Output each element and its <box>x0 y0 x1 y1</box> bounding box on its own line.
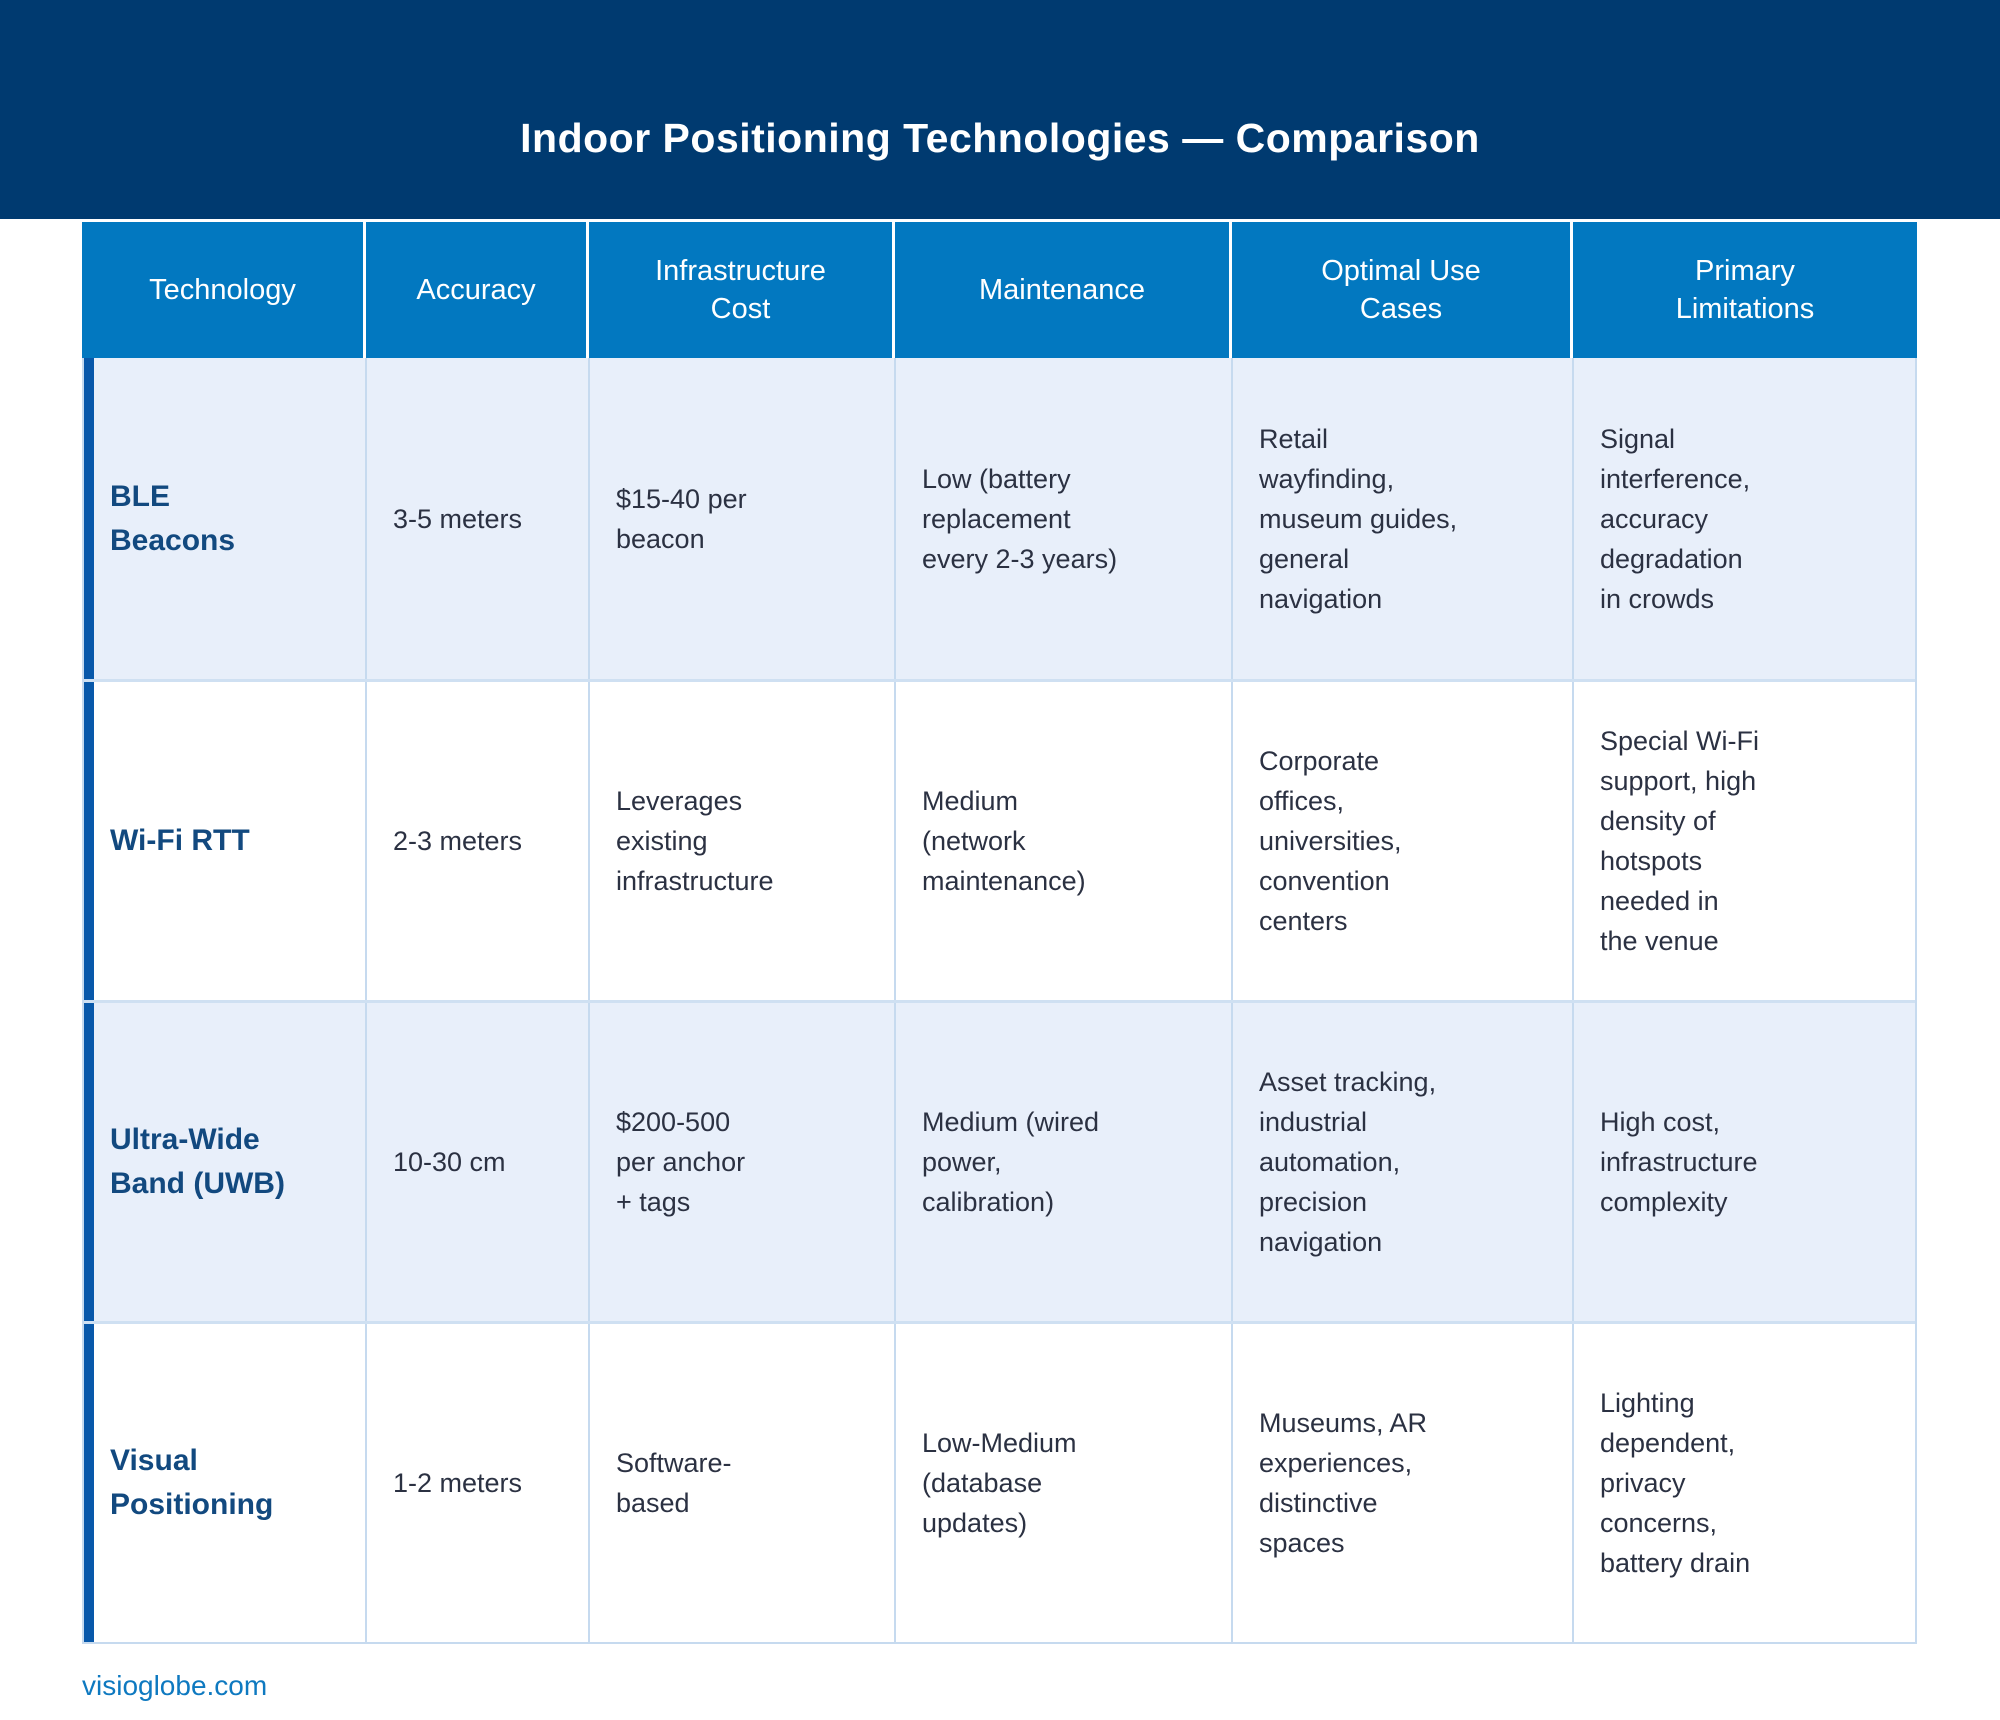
table-body: BLE Beacons 3-5 meters $15-40 per beacon… <box>82 358 1917 1644</box>
cell-infrastructure-cost: $200-500 per anchor + tags <box>588 1003 894 1321</box>
cell-technology: Visual Positioning <box>110 1444 274 1521</box>
cell-primary-limitations: Lighting dependent, privacy concerns, ba… <box>1572 1324 1915 1642</box>
row-accent-bar <box>84 1003 94 1321</box>
cell-maintenance: Low-Medium (database updates) <box>894 1324 1231 1642</box>
header-banner: Indoor Positioning Technologies — Compar… <box>0 0 2000 219</box>
cell-accuracy: 3-5 meters <box>365 358 588 679</box>
cell-technology: Wi-Fi RTT <box>110 824 250 857</box>
cell-infrastructure-cost: Leverages existing infrastructure <box>588 682 894 1000</box>
cell-maintenance: Low (battery replacement every 2-3 years… <box>894 358 1231 679</box>
cell-accuracy: 2-3 meters <box>365 682 588 1000</box>
cell-primary-limitations: High cost, infrastructure complexity <box>1572 1003 1915 1321</box>
column-header-infrastructure-cost: Infrastructure Cost <box>586 222 892 358</box>
column-header-primary-limitations: Primary Limitations <box>1570 222 1917 358</box>
cell-infrastructure-cost: $15-40 per beacon <box>588 358 894 679</box>
cell-primary-limitations: Signal interference, accuracy degradatio… <box>1572 358 1915 679</box>
table-row-uwb: Ultra-Wide Band (UWB) 10-30 cm $200-500 … <box>84 1000 1915 1321</box>
column-header-accuracy: Accuracy <box>363 222 586 358</box>
cell-technology: BLE Beacons <box>110 479 236 557</box>
cell-optimal-use-cases: Retail wayfinding, museum guides, genera… <box>1231 358 1572 679</box>
column-header-optimal-use-cases: Optimal Use Cases <box>1229 222 1570 358</box>
table-header-row: Technology Accuracy Infrastructure Cost … <box>82 222 1917 358</box>
table-row-wifi-rtt: Wi-Fi RTT 2-3 meters Leverages existing … <box>84 679 1915 1000</box>
cell-accuracy: 1-2 meters <box>365 1324 588 1642</box>
cell-maintenance: Medium (network maintenance) <box>894 682 1231 1000</box>
column-header-maintenance: Maintenance <box>892 222 1229 358</box>
row-accent-bar <box>84 1324 94 1642</box>
column-header-technology: Technology <box>149 274 296 306</box>
cell-primary-limitations: Special Wi-Fi support, high density of h… <box>1572 682 1915 1000</box>
page-title: Indoor Positioning Technologies — Compar… <box>520 115 1480 161</box>
row-accent-bar <box>84 358 94 679</box>
cell-infrastructure-cost: Software- based <box>588 1324 894 1642</box>
cell-technology: Ultra-Wide Band (UWB) <box>110 1123 285 1200</box>
cell-maintenance: Medium (wired power, calibration) <box>894 1003 1231 1321</box>
comparison-table: Technology Accuracy Infrastructure Cost … <box>82 222 1917 1644</box>
footer: visioglobe.com <box>82 1670 2000 1702</box>
cell-optimal-use-cases: Museums, AR experiences, distinctive spa… <box>1231 1324 1572 1642</box>
cell-accuracy: 10-30 cm <box>365 1003 588 1321</box>
table-row-ble-beacons: BLE Beacons 3-5 meters $15-40 per beacon… <box>84 358 1915 679</box>
row-accent-bar <box>84 682 94 1000</box>
cell-optimal-use-cases: Corporate offices, universities, convent… <box>1231 682 1572 1000</box>
table-row-visual-positioning: Visual Positioning 1-2 meters Software- … <box>84 1321 1915 1642</box>
footer-website-link[interactable]: visioglobe.com <box>82 1670 268 1701</box>
cell-optimal-use-cases: Asset tracking, industrial automation, p… <box>1231 1003 1572 1321</box>
